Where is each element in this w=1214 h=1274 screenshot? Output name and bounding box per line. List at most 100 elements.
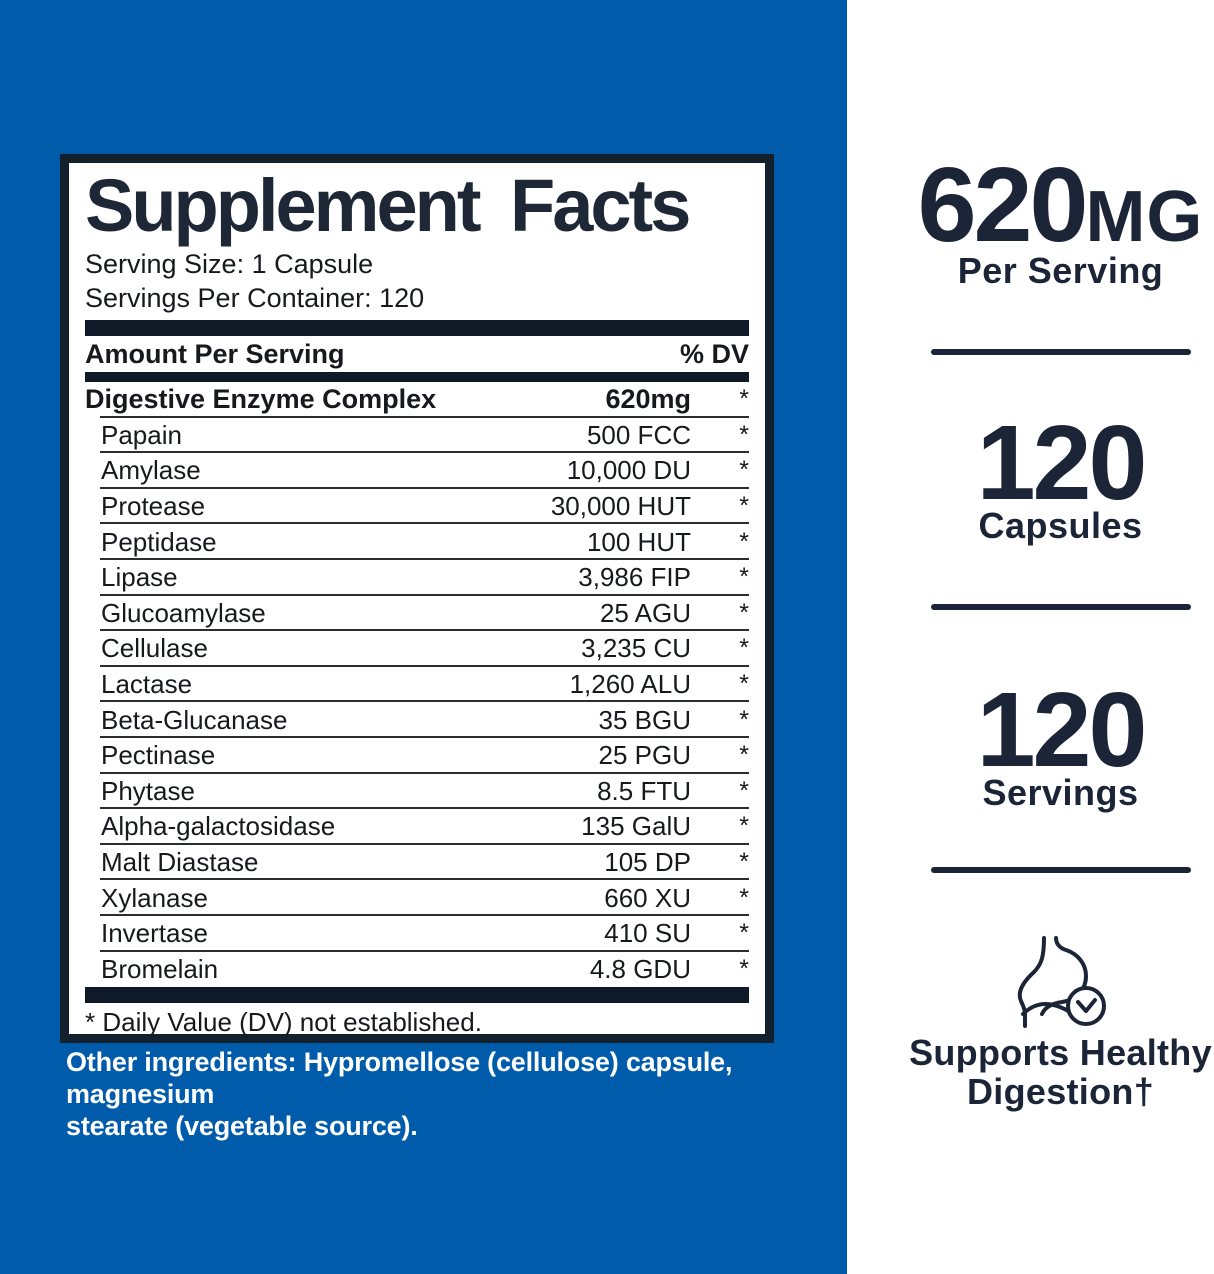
right-panel: 620MG Per Serving 120 Capsules 120 Servi… <box>847 0 1214 1274</box>
table-row: Lactase 1,260 ALU * <box>85 667 749 703</box>
row-dv: * <box>739 776 749 805</box>
ingredient-rows: Digestive Enzyme Complex 620mg * Papain … <box>85 382 749 987</box>
stomach-check-icon <box>877 933 1214 1036</box>
dosage-value: 620 <box>917 146 1089 264</box>
row-dv: * <box>739 741 749 770</box>
table-row: Papain 500 FCC * <box>85 418 749 454</box>
row-name: Cellulase <box>101 633 208 664</box>
row-dv: * <box>739 385 749 414</box>
row-name: Digestive Enzyme Complex <box>85 384 437 415</box>
capsules-stat: 120 <box>877 410 1214 548</box>
row-name: Invertase <box>101 918 208 949</box>
table-row: Amylase 10,000 DU * <box>85 453 749 489</box>
other-ingredients-line1: Other ingredients: Hypromellose (cellulo… <box>66 1047 733 1109</box>
row-name: Phytase <box>101 775 195 806</box>
row-name: Beta-Glucanase <box>101 704 288 735</box>
row-dv: * <box>739 705 749 734</box>
row-amount: 4.8 GDU <box>589 953 691 984</box>
claim-text: Supports Healthy Digestion† <box>877 1033 1214 1111</box>
row-name: Lipase <box>101 562 178 593</box>
header-bar-top <box>85 320 749 336</box>
row-name: Peptidase <box>101 526 217 557</box>
dv-header: % DV <box>679 338 749 369</box>
row-name: Malt Diastase <box>101 847 259 878</box>
row-amount: 25 PGU <box>598 740 692 771</box>
capsule-label: Capsules <box>978 505 1143 546</box>
table-row: Digestive Enzyme Complex 620mg * <box>85 382 749 418</box>
row-name: Protease <box>101 491 206 522</box>
row-amount: 30,000 HUT <box>550 491 691 522</box>
serving-size: Serving Size: 1 Capsule <box>85 249 374 279</box>
right-panel-content: 620MG Per Serving 120 Capsules 120 Servi… <box>877 0 1214 1274</box>
capsule-count: 120 <box>976 404 1148 522</box>
serving-count: 120 <box>976 671 1148 789</box>
other-ingredients-line2: stearate (vegetable source). <box>66 1111 418 1141</box>
row-amount: 35 BGU <box>598 704 692 735</box>
row-amount: 105 DP <box>604 847 691 878</box>
row-dv: * <box>739 919 749 948</box>
row-dv: * <box>739 883 749 912</box>
row-amount: 25 AGU <box>599 597 691 628</box>
table-row: Cellulase 3,235 CU * <box>85 631 749 667</box>
dosage-stat: 620MG <box>877 152 1214 290</box>
row-name: Lactase <box>101 669 193 700</box>
table-row: Phytase 8.5 FTU * <box>85 774 749 810</box>
table-row: Lipase 3,986 FIP * <box>85 560 749 596</box>
row-amount: 500 FCC <box>586 419 691 450</box>
table-row: Glucoamylase 25 AGU * <box>85 596 749 632</box>
supplement-facts-title: Supplement Facts <box>85 164 691 247</box>
row-amount: 660 XU <box>604 882 691 913</box>
table-row: Beta-Glucanase 35 BGU * <box>85 702 749 738</box>
amount-per-serving-header: Amount Per Serving <box>85 338 345 369</box>
row-amount: 135 GalU <box>581 811 691 842</box>
supplement-facts-panel: Supplement Facts Serving Size: 1 Capsule… <box>60 154 774 1043</box>
row-dv: * <box>739 598 749 627</box>
row-dv: * <box>739 848 749 877</box>
serving-label: Servings <box>982 772 1139 813</box>
row-name: Bromelain <box>101 953 219 984</box>
table-row: Malt Diastase 105 DP * <box>85 845 749 881</box>
table-row: Alpha-galactosidase 135 GalU * <box>85 809 749 845</box>
row-name: Amylase <box>101 455 201 486</box>
servings-per-container: Servings Per Container: 120 <box>85 283 425 313</box>
row-name: Glucoamylase <box>101 597 266 628</box>
header-bar-bottom <box>85 372 749 382</box>
divider <box>930 349 1191 355</box>
divider <box>930 604 1191 610</box>
table-row: Pectinase 25 PGU * <box>85 738 749 774</box>
row-amount: 3,986 FIP <box>578 562 691 593</box>
divider <box>930 867 1191 873</box>
row-dv: * <box>739 634 749 663</box>
row-amount: 620mg <box>605 384 691 415</box>
table-row: Peptidase 100 HUT * <box>85 524 749 560</box>
row-name: Pectinase <box>101 740 216 771</box>
row-dv: * <box>739 527 749 556</box>
row-amount: 100 HUT <box>586 526 691 557</box>
table-row: Xylanase 660 XU * <box>85 880 749 916</box>
row-dv: * <box>739 954 749 983</box>
row-dv: * <box>739 812 749 841</box>
claim-line1: Supports Healthy <box>909 1032 1212 1073</box>
row-amount: 410 SU <box>604 918 691 949</box>
other-ingredients: Other ingredients: Hypromellose (cellulo… <box>66 1046 790 1142</box>
amount-header-row: Amount Per Serving % DV <box>85 336 749 372</box>
row-name: Papain <box>101 419 182 450</box>
table-row: Protease 30,000 HUT * <box>85 489 749 525</box>
row-name: Xylanase <box>101 882 208 913</box>
row-dv: * <box>739 456 749 485</box>
dosage-label: Per Serving <box>957 250 1164 291</box>
row-name: Alpha-galactosidase <box>101 811 336 842</box>
daily-value-footnote: * Daily Value (DV) not established. <box>85 1007 482 1038</box>
row-dv: * <box>739 563 749 592</box>
row-dv: * <box>739 492 749 521</box>
row-dv: * <box>739 420 749 449</box>
row-amount: 8.5 FTU <box>597 775 691 806</box>
footnote-bar <box>85 987 749 1004</box>
row-dv: * <box>739 670 749 699</box>
table-row: Invertase 410 SU * <box>85 916 749 952</box>
row-amount: 1,260 ALU <box>569 669 691 700</box>
row-amount: 10,000 DU <box>566 455 691 486</box>
dosage-unit: MG <box>1085 177 1204 257</box>
row-amount: 3,235 CU <box>581 633 691 664</box>
